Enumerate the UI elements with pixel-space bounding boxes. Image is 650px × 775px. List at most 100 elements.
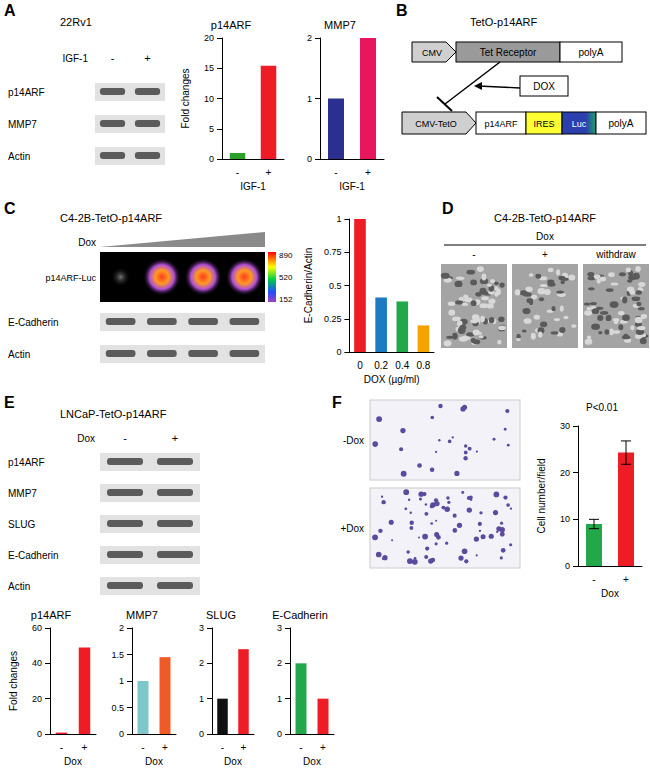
svg-text:0.4: 0.4 bbox=[395, 360, 409, 371]
svg-text:MMP7: MMP7 bbox=[8, 488, 37, 499]
svg-text:TetO-p14ARF: TetO-p14ARF bbox=[470, 16, 538, 28]
svg-text:890: 890 bbox=[279, 251, 293, 260]
svg-text:Dox: Dox bbox=[601, 588, 619, 599]
svg-text:DOX: DOX bbox=[533, 81, 555, 92]
svg-text:p14ARF: p14ARF bbox=[484, 119, 518, 129]
svg-text:30: 30 bbox=[560, 421, 570, 431]
svg-text:Actin: Actin bbox=[8, 581, 30, 592]
svg-text:1: 1 bbox=[277, 694, 282, 704]
svg-text:A: A bbox=[4, 2, 16, 19]
svg-text:20: 20 bbox=[204, 33, 214, 43]
svg-text:+: + bbox=[172, 432, 178, 444]
svg-text:+Dox: +Dox bbox=[340, 523, 364, 534]
svg-text:CMV: CMV bbox=[422, 48, 442, 58]
svg-text:3: 3 bbox=[199, 623, 204, 633]
svg-text:15: 15 bbox=[204, 63, 214, 73]
svg-text:-: - bbox=[123, 432, 127, 444]
svg-text:IRES: IRES bbox=[533, 119, 554, 129]
svg-text:10: 10 bbox=[560, 514, 570, 524]
svg-text:C4-2B-TetO-p14ARF: C4-2B-TetO-p14ARF bbox=[60, 212, 162, 224]
svg-text:p14ARF: p14ARF bbox=[8, 87, 45, 98]
svg-text:+: + bbox=[365, 167, 371, 178]
svg-text:Luc: Luc bbox=[572, 119, 587, 129]
svg-text:0.25: 0.25 bbox=[324, 314, 342, 324]
svg-text:D: D bbox=[442, 200, 454, 217]
svg-text:IGF-1: IGF-1 bbox=[62, 53, 88, 64]
svg-text:1: 1 bbox=[199, 694, 204, 704]
svg-text:-Dox: -Dox bbox=[343, 435, 364, 446]
svg-text:60: 60 bbox=[32, 623, 42, 633]
svg-text:0: 0 bbox=[199, 729, 204, 739]
svg-text:152: 152 bbox=[279, 295, 293, 304]
svg-text:0: 0 bbox=[277, 729, 282, 739]
svg-text:+: + bbox=[320, 742, 326, 753]
svg-text:0: 0 bbox=[209, 154, 214, 164]
svg-text:CMV-TetO: CMV-TetO bbox=[415, 119, 457, 129]
svg-text:40: 40 bbox=[32, 658, 42, 668]
svg-text:0: 0 bbox=[336, 347, 341, 357]
svg-text:Tet Receptor: Tet Receptor bbox=[480, 47, 537, 58]
svg-text:+: + bbox=[542, 249, 548, 260]
svg-text:withdraw: withdraw bbox=[595, 249, 636, 260]
svg-text:-: - bbox=[334, 167, 337, 178]
svg-text:MMP7: MMP7 bbox=[126, 609, 158, 621]
svg-text:IGF-1: IGF-1 bbox=[240, 181, 266, 192]
svg-text:Dox: Dox bbox=[145, 756, 163, 767]
svg-text:+: + bbox=[623, 574, 629, 585]
svg-text:+: + bbox=[144, 52, 150, 64]
svg-text:-: - bbox=[221, 742, 224, 753]
svg-text:0.8: 0.8 bbox=[416, 360, 430, 371]
svg-text:+: + bbox=[241, 742, 247, 753]
svg-text:Dox: Dox bbox=[77, 433, 95, 444]
svg-text:Fold changes: Fold changes bbox=[180, 68, 191, 128]
svg-text:SLUG: SLUG bbox=[206, 609, 236, 621]
svg-text:E-Cadherin: E-Cadherin bbox=[272, 609, 328, 621]
svg-text:2: 2 bbox=[307, 33, 312, 43]
svg-text:-: - bbox=[111, 52, 115, 64]
svg-text:E-Cadherin: E-Cadherin bbox=[8, 317, 59, 328]
svg-text:0.5: 0.5 bbox=[111, 703, 124, 713]
svg-text:Dox: Dox bbox=[64, 756, 82, 767]
svg-text:0: 0 bbox=[307, 154, 312, 164]
svg-text:Dox: Dox bbox=[536, 231, 554, 242]
svg-text:-: - bbox=[592, 574, 595, 585]
svg-text:Cell number/field: Cell number/field bbox=[536, 458, 547, 533]
svg-text:LNCaP-TetO-p14ARF: LNCaP-TetO-p14ARF bbox=[60, 408, 167, 420]
svg-text:2: 2 bbox=[199, 658, 204, 668]
svg-text:5: 5 bbox=[209, 124, 214, 134]
svg-text:Dox: Dox bbox=[78, 237, 96, 248]
svg-text:E-Cadherin/Actin: E-Cadherin/Actin bbox=[303, 248, 314, 324]
svg-text:+: + bbox=[162, 742, 168, 753]
svg-text:C4-2B-TetO-p14ARF: C4-2B-TetO-p14ARF bbox=[494, 212, 596, 224]
svg-text:3: 3 bbox=[277, 623, 282, 633]
svg-text:p14ARF: p14ARF bbox=[211, 19, 252, 31]
svg-text:1.5: 1.5 bbox=[111, 650, 124, 660]
svg-text:-: - bbox=[236, 167, 239, 178]
svg-text:+: + bbox=[82, 742, 88, 753]
svg-text:520: 520 bbox=[279, 273, 293, 282]
svg-text:Actin: Actin bbox=[8, 349, 30, 360]
svg-text:Dox: Dox bbox=[224, 756, 242, 767]
svg-text:SLUG: SLUG bbox=[8, 519, 35, 530]
svg-text:p14ARF: p14ARF bbox=[8, 457, 45, 468]
svg-text:DOX (µg/ml): DOX (µg/ml) bbox=[364, 374, 420, 385]
svg-text:0.2: 0.2 bbox=[374, 360, 388, 371]
svg-text:20: 20 bbox=[560, 468, 570, 478]
svg-text:-: - bbox=[472, 249, 475, 260]
svg-text:B: B bbox=[396, 2, 408, 19]
svg-text:10: 10 bbox=[204, 94, 214, 104]
svg-text:polyA: polyA bbox=[578, 47, 603, 58]
svg-text:MMP7: MMP7 bbox=[324, 19, 356, 31]
svg-text:-: - bbox=[60, 742, 63, 753]
svg-text:P<0.01: P<0.01 bbox=[586, 402, 618, 413]
svg-text:0: 0 bbox=[565, 561, 570, 571]
svg-text:p14ARF-Luc: p14ARF-Luc bbox=[45, 273, 96, 283]
svg-text:22Rv1: 22Rv1 bbox=[60, 16, 92, 28]
svg-text:1: 1 bbox=[307, 94, 312, 104]
svg-text:Actin: Actin bbox=[8, 151, 30, 162]
svg-text:0.5: 0.5 bbox=[329, 281, 342, 291]
svg-text:-: - bbox=[299, 742, 302, 753]
svg-text:0: 0 bbox=[357, 360, 363, 371]
svg-text:+: + bbox=[266, 167, 272, 178]
svg-text:Fold changes: Fold changes bbox=[8, 651, 19, 711]
